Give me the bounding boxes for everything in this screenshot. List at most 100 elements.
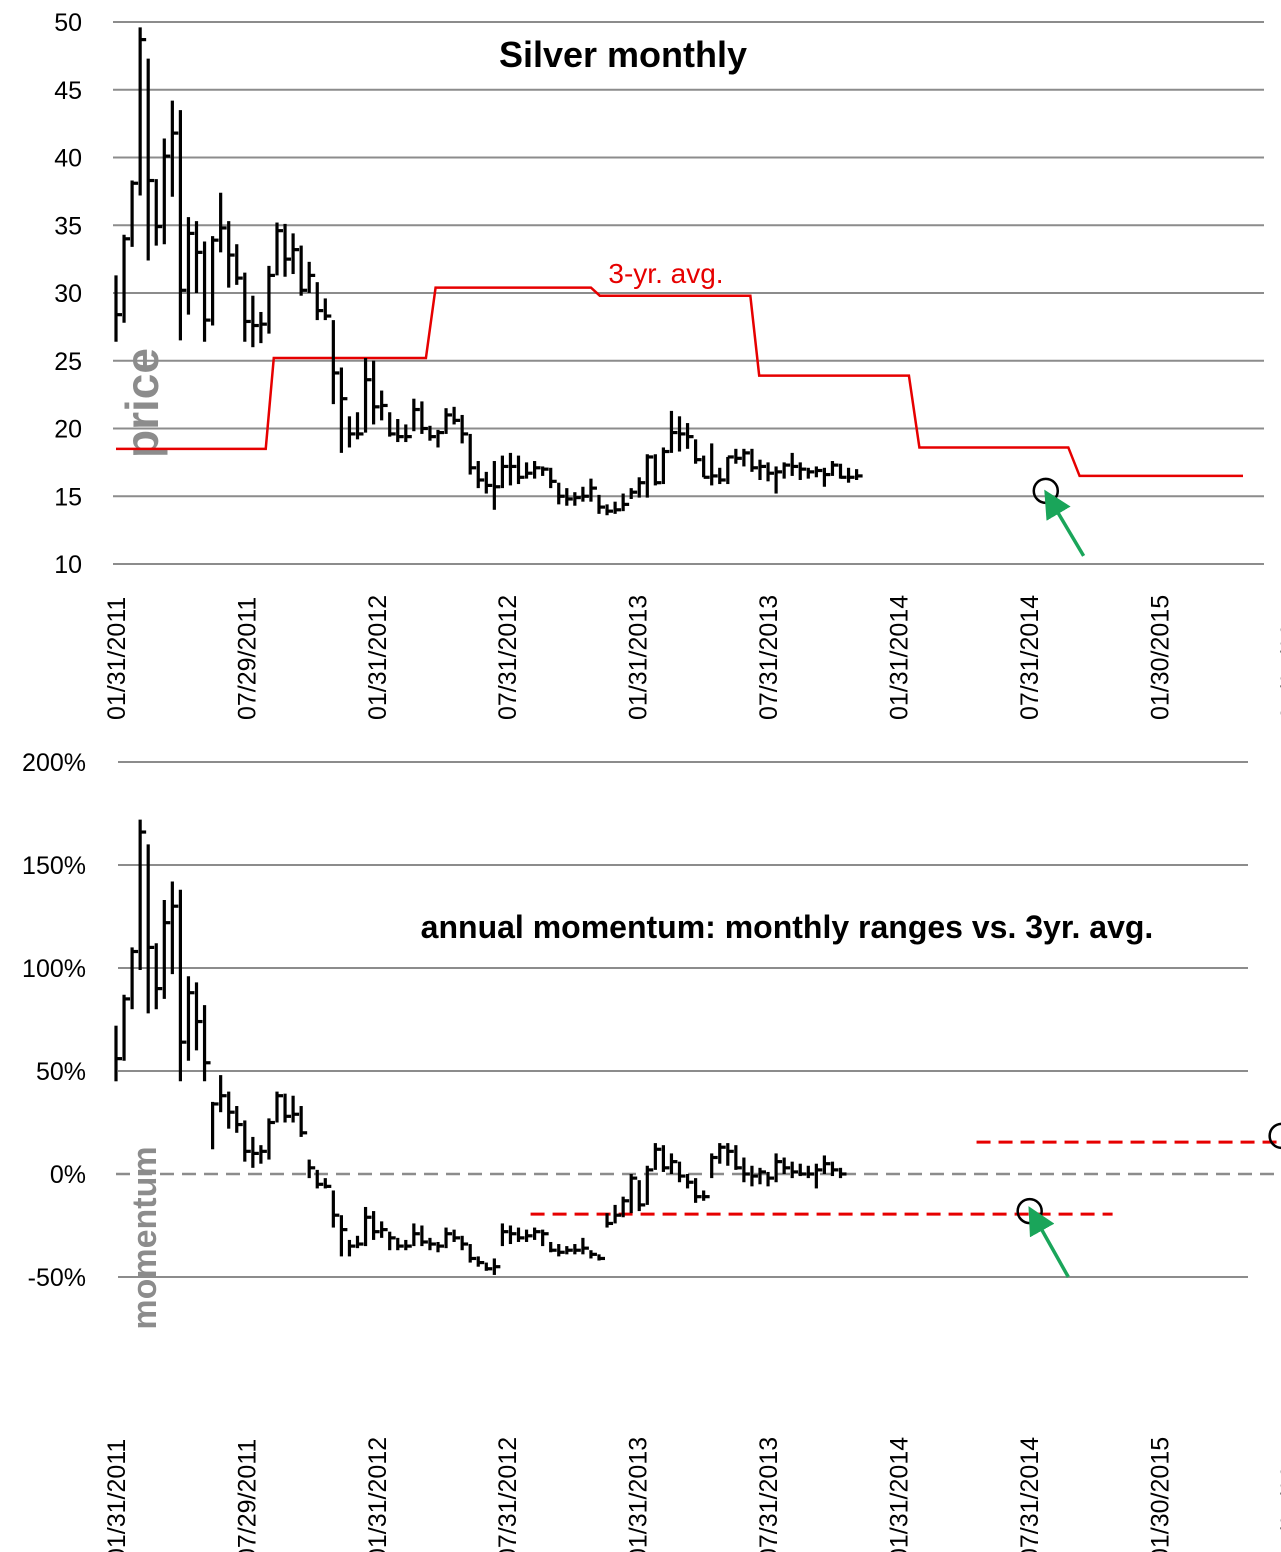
- range-bar: [372, 360, 380, 425]
- range-bar: [211, 1101, 219, 1150]
- range-bar: [235, 1106, 243, 1133]
- range-bar: [315, 282, 324, 321]
- range-bar: [307, 1159, 316, 1179]
- x-tick-label: 07/31/2015: [1277, 595, 1281, 720]
- x-tick-label: 01/31/2014: [885, 1437, 913, 1552]
- range-bar: [428, 1237, 436, 1251]
- range-bar: [645, 1165, 654, 1205]
- range-bar: [814, 1163, 823, 1189]
- range-bar: [726, 1143, 734, 1166]
- range-bar: [251, 1136, 259, 1168]
- range-bar: [693, 439, 702, 464]
- range-bar: [219, 192, 227, 253]
- range-bar: [178, 889, 187, 1082]
- range-bar: [549, 1241, 557, 1253]
- range-bar: [251, 295, 259, 348]
- y-tick-label: 25: [54, 348, 82, 376]
- range-bar: [702, 1190, 710, 1201]
- range-bar: [363, 1206, 372, 1247]
- range-bar: [186, 217, 195, 315]
- range-bar: [267, 1118, 275, 1160]
- range-bar: [734, 1145, 742, 1170]
- x-tick-label: 07/31/2012: [494, 1437, 522, 1552]
- range-bar: [299, 1106, 308, 1137]
- momentum-bars: [114, 819, 847, 1275]
- range-bar: [661, 1145, 670, 1172]
- range-bar: [114, 1025, 122, 1082]
- y-tick-label: -50%: [28, 1264, 86, 1292]
- range-bar: [710, 443, 718, 486]
- x-tick-label: 01/31/2013: [625, 1437, 653, 1552]
- range-bar: [629, 1174, 638, 1214]
- momentum-axis-label: momentum: [126, 1146, 164, 1329]
- range-bar: [774, 466, 783, 494]
- range-bar: [806, 467, 815, 479]
- range-bar: [420, 401, 428, 434]
- range-bar: [766, 462, 775, 482]
- range-bar: [154, 943, 163, 1010]
- y-tick-label: 20: [54, 416, 82, 444]
- range-bar: [790, 452, 799, 476]
- range-bar: [774, 1153, 783, 1183]
- range-bar: [396, 419, 404, 443]
- range-bar: [307, 261, 316, 293]
- range-bar: [782, 1157, 791, 1174]
- y-tick-label: 35: [54, 212, 82, 240]
- range-bar: [685, 1174, 694, 1189]
- range-bar: [484, 1262, 493, 1271]
- range-bar: [613, 1204, 622, 1224]
- price-axis-label: price: [116, 348, 168, 458]
- range-bar: [331, 320, 340, 405]
- range-bar: [476, 461, 485, 489]
- range-bar: [211, 236, 219, 326]
- range-bar: [259, 311, 267, 344]
- range-bar: [444, 408, 453, 434]
- range-bar: [275, 222, 283, 276]
- x-tick-label: 01/31/2012: [364, 1437, 392, 1552]
- range-bar: [146, 844, 155, 1014]
- range-bar: [500, 1223, 509, 1247]
- range-bar: [549, 467, 557, 489]
- range-bar: [541, 1229, 549, 1247]
- y-tick-label: 30: [54, 280, 82, 308]
- range-bar: [669, 410, 678, 453]
- range-bar: [146, 58, 155, 261]
- price-grid: [113, 21, 1264, 565]
- range-bar: [347, 1239, 356, 1257]
- range-bar: [581, 1237, 589, 1255]
- range-bar: [267, 265, 275, 334]
- x-tick-label: 07/31/2013: [755, 595, 783, 720]
- range-bar: [597, 494, 605, 514]
- range-bar: [428, 425, 436, 441]
- range-bar: [372, 1211, 380, 1240]
- highlight-circle: [1016, 1197, 1043, 1225]
- range-bar: [589, 478, 597, 502]
- avg-line-group: [116, 286, 1243, 478]
- range-bar: [138, 27, 147, 196]
- range-bar: [557, 482, 565, 505]
- range-bar: [653, 1143, 662, 1170]
- y-tick-label: 40: [54, 145, 82, 173]
- range-bar: [565, 488, 573, 506]
- range-bar: [202, 241, 211, 342]
- range-bar: [669, 1153, 678, 1174]
- range-bar: [653, 454, 662, 486]
- range-bar: [259, 1145, 267, 1164]
- range-bar: [162, 900, 171, 999]
- range-bar: [283, 223, 292, 277]
- momentum-chart-title: annual momentum: monthly ranges vs. 3yr.…: [421, 909, 1154, 945]
- green-arrow: [1044, 489, 1086, 557]
- range-bar: [130, 180, 139, 247]
- range-bar: [436, 1241, 444, 1253]
- range-bar: [565, 1246, 573, 1255]
- highlight-circle: [1268, 1122, 1281, 1150]
- range-bar: [227, 221, 235, 288]
- range-bar: [685, 423, 694, 449]
- range-bar: [154, 179, 163, 246]
- range-bar: [178, 110, 187, 341]
- range-bar: [412, 1223, 420, 1247]
- range-bar: [170, 881, 179, 975]
- range-bar: [170, 100, 179, 197]
- range-bar: [589, 1250, 597, 1259]
